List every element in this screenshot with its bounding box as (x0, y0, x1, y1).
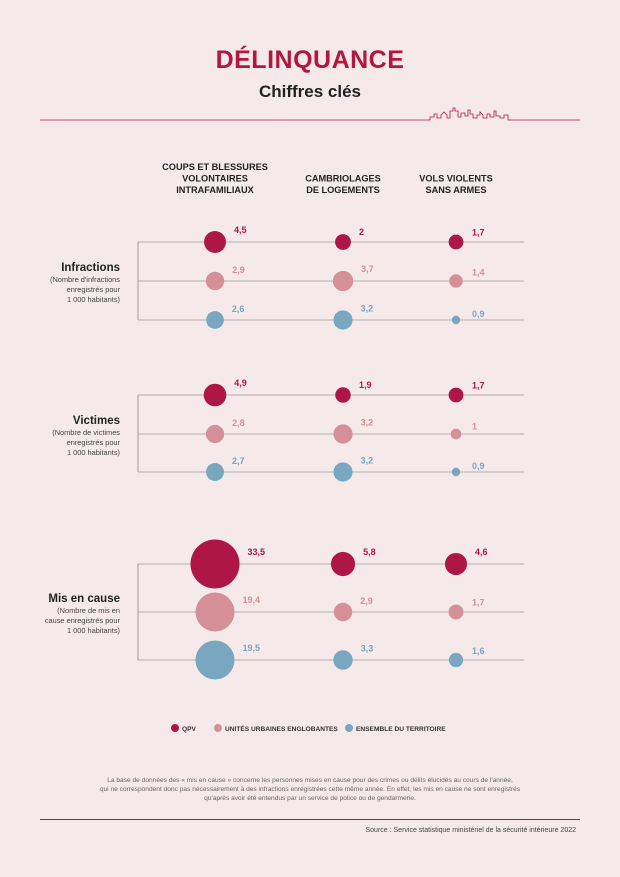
bubble (206, 311, 224, 329)
data-label: 1,4 (472, 267, 485, 277)
data-label: 5,8 (363, 547, 376, 557)
data-label: 3,2 (361, 455, 374, 465)
legend-item: QPV (171, 724, 197, 733)
data-label: 1,7 (472, 598, 485, 608)
data-label: 19,5 (243, 643, 261, 653)
group-subtitle: (Nombre d'infractions enregistrés pour 1 0… (50, 275, 121, 304)
footnote-line: qu'après avoir été entendus par un servi… (204, 795, 416, 802)
bubble (195, 592, 235, 632)
data-label: 2,9 (360, 596, 373, 606)
footnote: La base de données des « mis en cause » … (40, 776, 580, 803)
legend-swatch (345, 724, 353, 732)
bubble (333, 462, 353, 482)
data-label: 4,5 (234, 225, 247, 235)
data-label: 3,2 (361, 417, 374, 427)
chart-group: Victimes(Nombre de victimes enregistrés p… (52, 378, 524, 482)
data-label: 1,6 (472, 646, 485, 656)
bubble (448, 387, 464, 403)
data-label: 3,3 (361, 643, 374, 653)
group-title: Victimes (73, 415, 120, 427)
data-label: 2,6 (232, 304, 245, 314)
data-label: 1,9 (359, 380, 372, 390)
data-label: 33,5 (248, 547, 266, 557)
bubble (205, 424, 225, 444)
data-label: 1,7 (472, 228, 485, 238)
group-subtitle: (Nombre de victimes enregistrés pour 1 000… (52, 428, 120, 457)
bubble (204, 231, 226, 253)
bubble (206, 463, 224, 481)
chart-group: Mis en cause(Nombre de mis en cause enreg… (45, 539, 524, 680)
data-label: 0,9 (472, 461, 485, 471)
page-subtitle: Chiffres clés (258, 82, 362, 101)
source-text: Source : Service statistique ministériel… (365, 827, 577, 834)
bubble (203, 383, 227, 407)
data-label: 1 (472, 422, 477, 432)
bubble (333, 424, 353, 444)
bubble (330, 551, 356, 577)
group-title: Mis en cause (48, 593, 120, 605)
column-header: COUPS ET BLESSURES VOLONTAIRES INTRAFAMILI… (162, 162, 268, 195)
data-label: 2,9 (232, 265, 245, 275)
bubble (448, 234, 464, 250)
bubble (190, 539, 240, 589)
column-header: CAMBRIOLAGES DE LOGEMENTS (305, 174, 381, 196)
bubble (332, 270, 354, 292)
footnote-line: qui ne correspondent donc pas nécessaire… (99, 786, 521, 793)
bubble (195, 640, 235, 680)
data-label: 2 (359, 227, 364, 237)
header-divider (40, 107, 580, 121)
bubble (451, 467, 461, 477)
footnote-line: La base de données des « mis en cause » … (107, 777, 513, 784)
legend-label: QPV (182, 726, 197, 733)
data-label: 1,7 (472, 381, 485, 391)
bubble (335, 234, 351, 250)
group-subtitle: (Nombre de mis en cause enregistrés pour 1… (45, 606, 121, 635)
bubble (451, 315, 461, 325)
bubble (333, 310, 353, 330)
legend-label: ENSEMBLE DU TERRITOIRE (356, 726, 446, 733)
column-header: VOLS VIOLENTS SANS ARMES (419, 174, 493, 196)
bubble (449, 274, 463, 288)
bubble (333, 650, 353, 670)
bubble (335, 387, 351, 403)
page-title: DÉLINQUANCE (215, 46, 405, 74)
data-label: 4,6 (475, 547, 488, 557)
legend-swatch (214, 724, 222, 732)
bubble (448, 604, 464, 620)
skyline-icon (425, 107, 580, 121)
data-label: 2,7 (232, 456, 245, 466)
bubble (450, 428, 462, 440)
data-label: 0,9 (472, 309, 485, 319)
bubble (448, 652, 464, 668)
footer-divider (40, 819, 580, 820)
data-label: 4,9 (234, 378, 247, 388)
chart-group: Infractions(Nombre d'infractions enregist… (50, 225, 524, 330)
data-label: 3,7 (361, 264, 374, 274)
data-label: 3,2 (361, 303, 374, 313)
legend-swatch (171, 724, 179, 732)
bubble (333, 602, 353, 622)
legend-item: UNITÉS URBAINES ENGLOBANTES (214, 724, 338, 733)
data-label: 2,8 (232, 418, 245, 428)
data-label: 19,4 (242, 595, 260, 605)
legend-item: ENSEMBLE DU TERRITOIRE (345, 724, 446, 733)
legend-label: UNITÉS URBAINES ENGLOBANTES (225, 724, 338, 733)
group-title: Infractions (61, 262, 120, 274)
bubble (205, 271, 225, 291)
bubble (444, 552, 468, 576)
